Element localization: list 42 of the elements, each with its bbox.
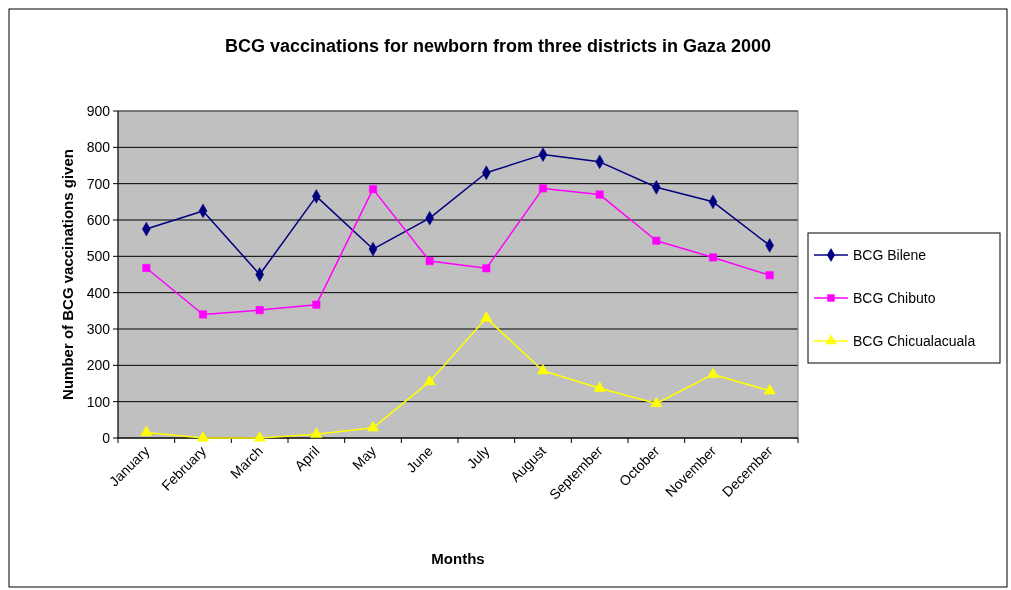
point: [707, 367, 719, 378]
legend-label: BCG Chicualacuala: [853, 332, 976, 349]
y-axis-title: Number of BCG vaccinations given: [59, 149, 76, 400]
legend-label: BCG Bilene: [853, 246, 927, 263]
point: [765, 271, 774, 280]
point: [425, 257, 434, 266]
y-tick-label: 700: [86, 175, 111, 192]
x-axis-title: Months: [431, 550, 485, 567]
point: [595, 190, 604, 199]
point: [255, 306, 264, 315]
point: [197, 431, 209, 442]
point: [140, 425, 153, 437]
y-tick-label: 400: [86, 284, 111, 301]
point: [423, 374, 436, 386]
point: [652, 236, 661, 245]
point: [539, 184, 547, 193]
legend-label: BCG Chibuto: [853, 289, 936, 306]
point: [709, 253, 717, 262]
y-tick-label: 0: [102, 429, 111, 446]
y-tick-label: 900: [86, 102, 111, 119]
point: [367, 421, 379, 432]
point: [310, 427, 323, 438]
y-tick-label: 500: [86, 248, 111, 265]
point: [312, 300, 321, 309]
chart-title: BCG vaccinations for newborn from three districts in Gaza 2000: [224, 36, 772, 56]
point: [593, 381, 606, 392]
point: [199, 310, 207, 319]
point: [482, 264, 491, 273]
y-tick-label: 800: [86, 139, 111, 156]
y-tick-label: 100: [86, 393, 111, 410]
y-tick-label: 300: [86, 320, 111, 337]
point: [253, 431, 266, 442]
x-tick-label: July: [463, 442, 493, 472]
point: [142, 264, 151, 272]
point: [650, 396, 663, 407]
point: [763, 384, 776, 395]
point: [537, 364, 549, 375]
y-tick-label: 600: [86, 211, 111, 228]
x-tick-label: May: [349, 442, 380, 473]
point: [369, 185, 377, 194]
point: [480, 311, 493, 322]
y-tick-label: 200: [86, 357, 111, 374]
